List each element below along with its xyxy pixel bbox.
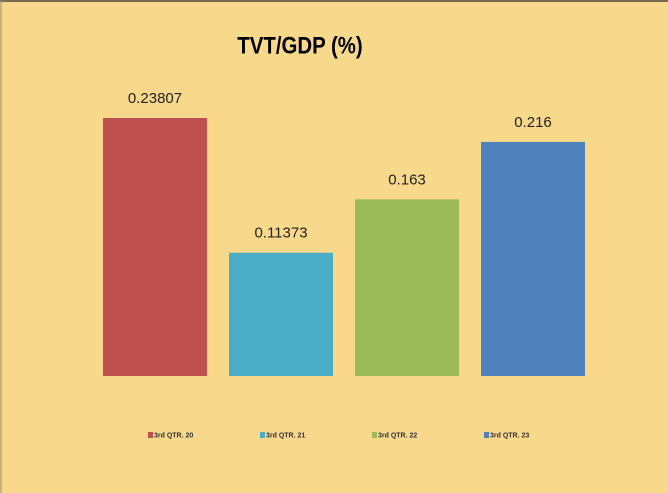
data-label: 0.163	[388, 171, 426, 188]
legend-swatch	[484, 432, 489, 438]
legend-label: 3rd QTR. 20	[154, 432, 193, 439]
legend-label: 3rd QTR. 23	[490, 432, 529, 439]
legend-swatch	[372, 432, 377, 438]
bar	[229, 252, 333, 376]
legend-label: 3rd QTR. 22	[378, 432, 417, 439]
legend-label: 3rd QTR. 21	[266, 432, 305, 439]
chart-title: TVT/GDP (%)	[237, 32, 362, 59]
data-label: 0.216	[514, 114, 552, 131]
legend-swatch	[260, 432, 265, 438]
legend-swatch	[148, 432, 153, 438]
bar	[355, 199, 459, 376]
bar	[481, 141, 585, 376]
data-label: 0.11373	[254, 225, 307, 242]
bar	[103, 118, 207, 376]
data-label: 0.23807	[128, 90, 182, 107]
